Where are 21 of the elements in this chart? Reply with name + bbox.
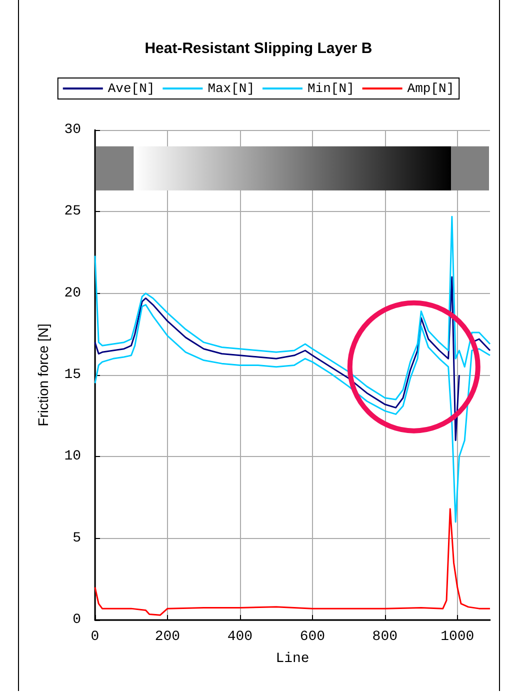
- y-tick-label: 30: [64, 122, 81, 138]
- legend-label: Max[N]: [208, 81, 255, 96]
- y-tick-label: 5: [72, 530, 81, 546]
- legend-label: Amp[N]: [407, 81, 454, 96]
- x-tick-label: 200: [154, 629, 180, 645]
- y-tick-label: 0: [72, 612, 81, 628]
- x-tick-label: 800: [372, 629, 398, 645]
- x-tick-label: 400: [227, 629, 253, 645]
- legend-label: Min[N]: [308, 81, 354, 96]
- line-series: [94, 508, 491, 616]
- y-tick-label: 20: [64, 285, 81, 302]
- x-axis-title: Line: [276, 651, 310, 667]
- x-tick-label: 0: [90, 629, 100, 645]
- chart-title: Heat-Resistant Slipping Layer B: [144, 40, 372, 57]
- y-tick-label: 25: [64, 204, 81, 220]
- legend-label: Ave[N]: [108, 81, 155, 96]
- x-tick-label: 1000: [440, 629, 474, 645]
- y-tick-label: 15: [64, 367, 81, 383]
- x-tick-label: 600: [300, 629, 326, 645]
- y-tick-label: 10: [64, 448, 81, 465]
- y-axis-title: Friction force [N]: [35, 324, 51, 426]
